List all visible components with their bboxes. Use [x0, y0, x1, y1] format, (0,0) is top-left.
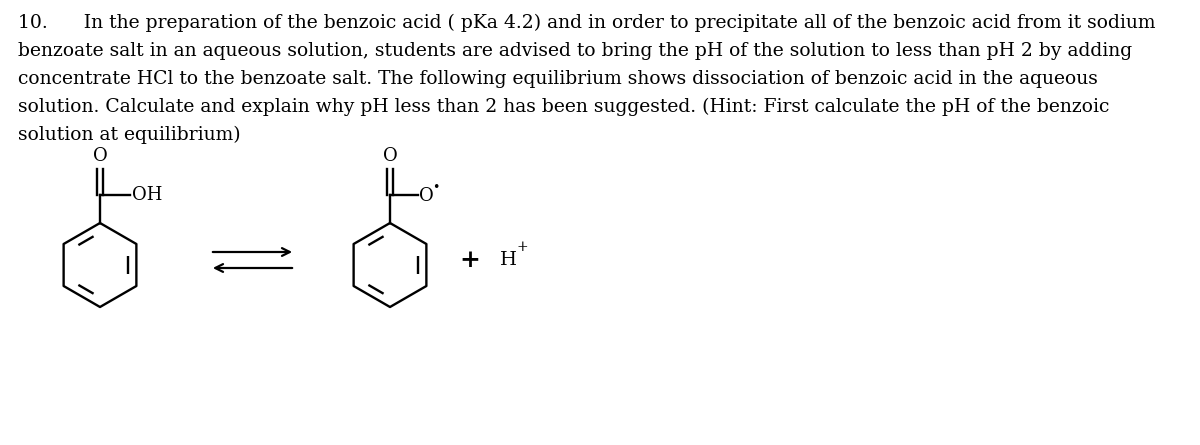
Text: solution. Calculate and explain why pH less than 2 has been suggested. (Hint: Fi: solution. Calculate and explain why pH l… — [18, 98, 1109, 116]
Text: concentrate HCl to the benzoate salt. The following equilibrium shows dissociati: concentrate HCl to the benzoate salt. Th… — [18, 70, 1098, 88]
Text: O: O — [419, 187, 433, 205]
Text: benzoate salt in an aqueous solution, students are advised to bring the pH of th: benzoate salt in an aqueous solution, st… — [18, 42, 1132, 60]
Text: H: H — [500, 251, 517, 269]
Text: solution at equilibrium): solution at equilibrium) — [18, 126, 241, 144]
Text: •: • — [432, 181, 439, 194]
Text: O: O — [92, 147, 107, 165]
Text: 10.      In the preparation of the benzoic acid ( pKa 4.2) and in order to preci: 10. In the preparation of the benzoic ac… — [18, 14, 1156, 32]
Text: +: + — [460, 248, 480, 272]
Text: +: + — [516, 240, 528, 254]
Text: O: O — [383, 147, 397, 165]
Text: OH: OH — [132, 186, 162, 204]
